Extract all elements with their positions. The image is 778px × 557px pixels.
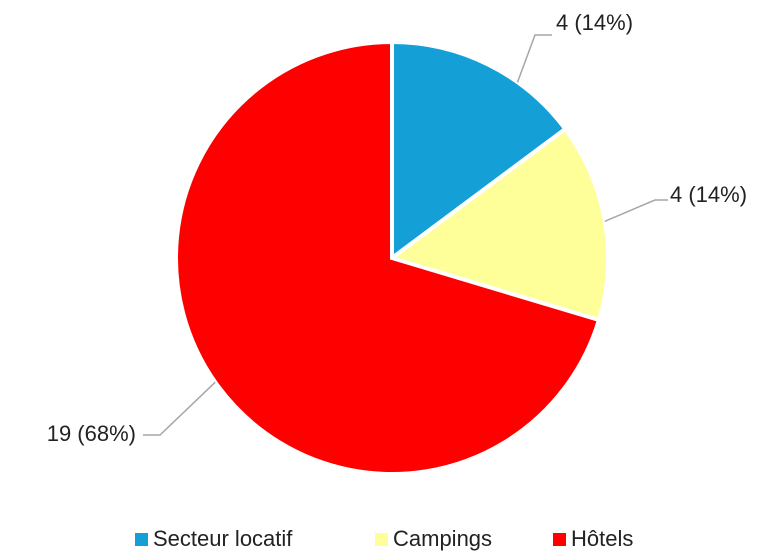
leader-line (604, 199, 668, 222)
legend-swatch (553, 533, 566, 546)
legend-label: Secteur locatif (153, 526, 293, 551)
legend-label: Campings (393, 526, 492, 551)
data-label: 4 (14%) (556, 10, 633, 35)
data-label: 4 (14%) (670, 182, 747, 207)
legend-swatch (375, 533, 388, 546)
legend-swatch (135, 533, 148, 546)
pie-slice (390, 39, 569, 262)
legend-label: Hôtels (571, 526, 633, 551)
pie-slice (174, 39, 602, 476)
leader-line (143, 381, 216, 436)
data-label: 19 (68%) (47, 421, 136, 446)
leader-line (516, 34, 552, 83)
